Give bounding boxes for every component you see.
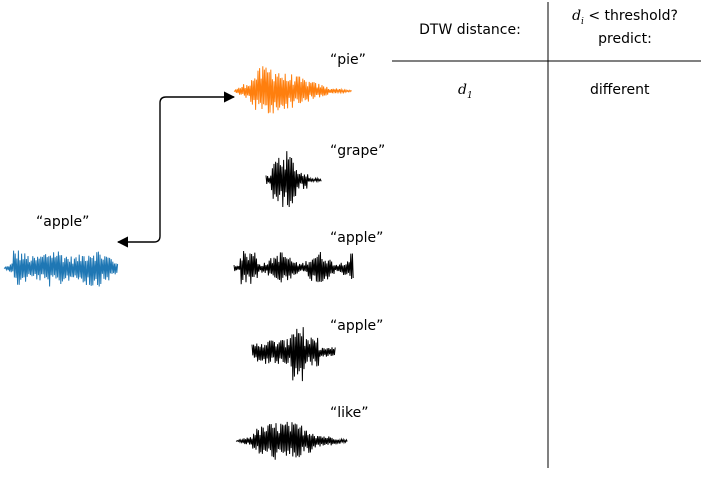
threshold-question: di < threshold? xyxy=(572,8,678,27)
ref-word-label-like: “like” xyxy=(330,405,369,421)
comparison-arrow xyxy=(116,91,236,248)
dtw-distance-header: DTW distance: xyxy=(419,22,521,38)
query-word-label: “apple” xyxy=(36,214,90,230)
predict-label: predict: xyxy=(598,30,652,47)
ref-waveform-grape xyxy=(265,151,322,208)
distance-cell-1: d1 xyxy=(458,82,473,101)
ref-waveform-apple-2 xyxy=(251,327,336,382)
query-waveform xyxy=(3,250,119,287)
ref-word-label-pie: “pie” xyxy=(330,52,366,68)
ref-word-label-apple-2: “apple” xyxy=(330,318,384,334)
ref-waveform-pie xyxy=(233,66,352,114)
ref-waveform-apple-1 xyxy=(233,250,354,285)
prediction-header: di < threshold? predict: xyxy=(555,8,695,48)
prediction-cell-1: different xyxy=(590,82,650,98)
ref-waveform-like xyxy=(235,421,348,460)
ref-word-label-apple-1: “apple” xyxy=(330,230,384,246)
ref-word-label-grape: “grape” xyxy=(330,143,386,159)
